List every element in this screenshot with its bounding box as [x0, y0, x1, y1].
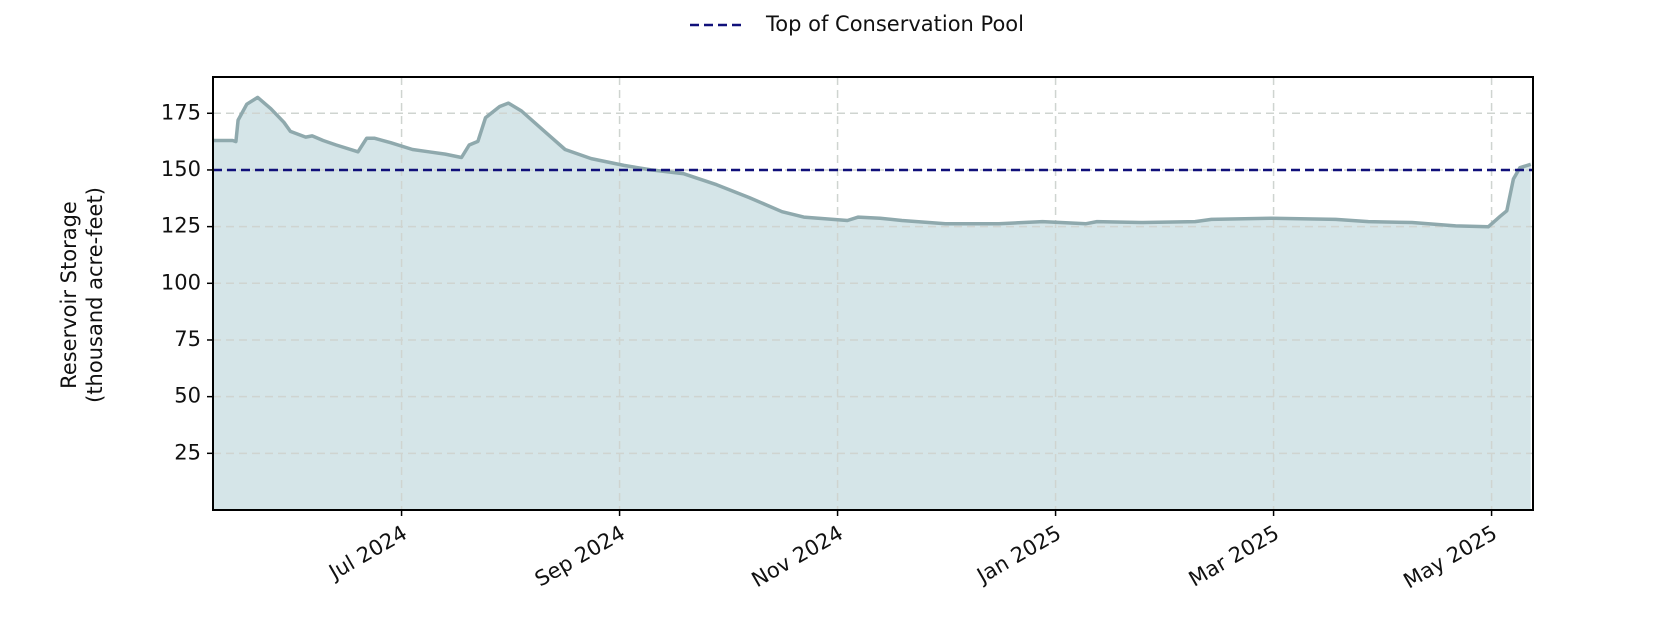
y-label-line: Reservoir Storage: [57, 201, 81, 389]
y-tick-label: 125: [161, 214, 201, 238]
area-fill: [213, 97, 1531, 511]
y-tick-label: 50: [174, 384, 201, 408]
x-tick-label: Jan 2025: [971, 521, 1065, 589]
y-tick-label: 150: [161, 157, 201, 181]
x-tick-label: Nov 2024: [748, 521, 848, 592]
plot-frame: [212, 76, 1534, 511]
y-tick-label: 75: [174, 327, 201, 351]
legend-label: Top of Conservation Pool: [765, 12, 1024, 36]
data-line: [213, 95, 1532, 229]
x-tick-label: Mar 2025: [1185, 521, 1283, 592]
x-tick-label: Jul 2024: [323, 521, 411, 586]
y-tick-label: 100: [161, 270, 201, 294]
y-tick-label: 25: [174, 440, 201, 464]
y-label-line: (thousand acre-feet): [83, 187, 107, 403]
x-tick-label: May 2025: [1399, 521, 1501, 594]
x-tick-label: Sep 2024: [531, 521, 629, 592]
y-tick-label: 175: [161, 100, 201, 124]
y-axis-label: Reservoir Storage (thousand acre-feet): [57, 187, 107, 403]
